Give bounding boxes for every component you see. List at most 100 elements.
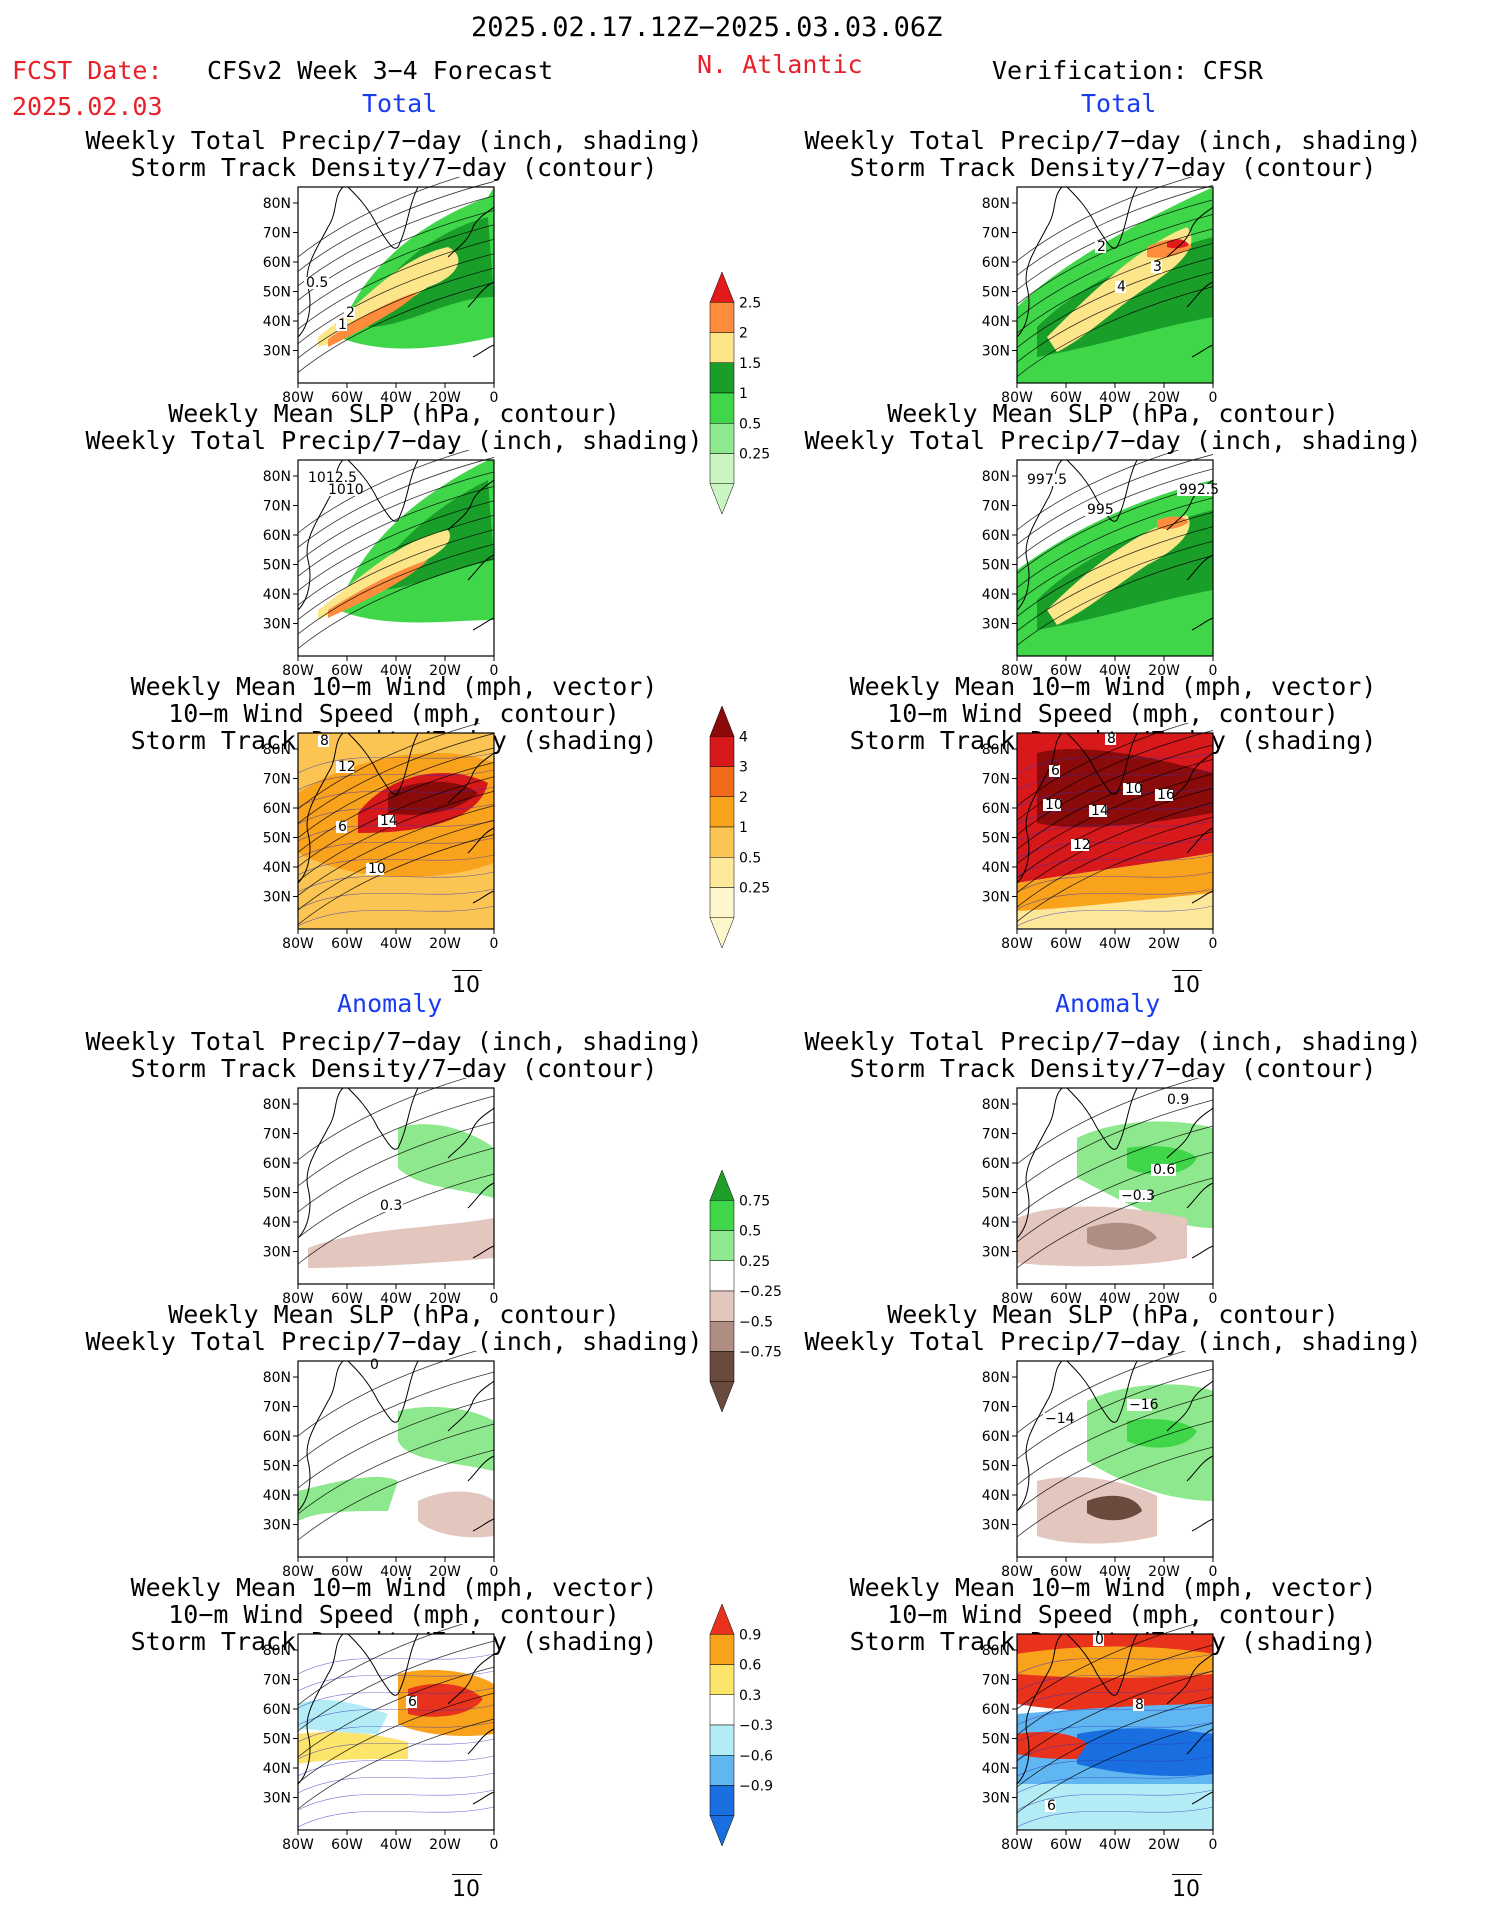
title-ver-anom-slp: Weekly Mean SLP (hPa, contour) Weekly To… (804, 1300, 1422, 1356)
lat-tick-label: 50N (263, 285, 291, 301)
coastline (1186, 281, 1214, 308)
colorbar-swatch (709, 1230, 735, 1261)
map-field: 0 8 6 (1016, 1618, 1214, 1831)
contour-label: 4 (1117, 279, 1126, 295)
lon-tick-label: 80W (282, 1564, 314, 1580)
lat-tick-label: 30N (982, 890, 1010, 906)
shading-region (1087, 1495, 1142, 1521)
lat-tick-label: 70N (263, 772, 291, 788)
lat-tick-label: 70N (263, 1673, 291, 1689)
title-ver-total-wind: Weekly Mean 10−m Wind (mph, vector) 10−m… (849, 672, 1377, 755)
lat-tick-label: 80N (982, 196, 1010, 212)
lon-tick-label: 40W (1099, 1564, 1131, 1580)
shading-region (1047, 515, 1190, 625)
contour-label: 6 (408, 1694, 417, 1710)
contour-label: 10 (1125, 781, 1143, 797)
lon-tick-label: 0 (1209, 663, 1218, 679)
coastline (472, 1791, 495, 1805)
shading-region (388, 781, 478, 815)
shading-region (398, 1124, 494, 1198)
contour-label: 0.9 (1167, 1092, 1189, 1108)
lat-tick-label: 70N (263, 499, 291, 515)
coastline (1066, 1087, 1138, 1150)
lat-tick-label: 50N (263, 1459, 291, 1475)
lat-tick-label: 80N (263, 1097, 291, 1113)
lat-tick-label: 50N (982, 1732, 1010, 1748)
lon-tick-label: 80W (282, 663, 314, 679)
coastline (297, 732, 344, 884)
lat-tick-label: 60N (982, 801, 1010, 817)
map-panel-ver-anom-precip: 80N 70N 60N 50N 40N 30N 80W 60W 40W 20W 0 0.9 0.6 −0.… (957, 1073, 1227, 1313)
map-panel-fcst-anom-slp: 80N 70N 60N 50N 40N 30N 80W 60W 40W 20W 0 0 (238, 1345, 508, 1586)
lat-tick-label: 70N (982, 1673, 1010, 1689)
vector-ref-fcst-anom: 10 (452, 1874, 482, 1902)
lat-tick-label: 50N (982, 558, 1010, 574)
map-field: 0.3 (297, 1069, 495, 1285)
coastline (1016, 1633, 1063, 1785)
lat-tick-label: 80N (263, 469, 291, 485)
lat-tick-label: 60N (982, 528, 1010, 544)
map-panel-ver-total-precip: 80N 70N 60N 50N 40N 30N 80W 60W 40W 20W 0 2 3 4 (957, 170, 1227, 412)
contour-label: 16 (1157, 787, 1175, 803)
contour-label: −0.3 (1121, 1188, 1155, 1204)
lat-tick-label: 80N (982, 1643, 1010, 1659)
contour-label: 10 (368, 861, 386, 877)
coastline (347, 1087, 419, 1150)
lat-tick-label: 40N (982, 1488, 1010, 1504)
colorbar-label: 4 (739, 729, 748, 745)
lat-tick-label: 50N (263, 558, 291, 574)
lat-tick-label: 50N (263, 831, 291, 847)
coastline (297, 1633, 344, 1785)
lat-tick-label: 80N (263, 1370, 291, 1386)
shading-region (298, 1476, 398, 1521)
coastline (467, 281, 495, 308)
colorbar-label: 0.5 (739, 416, 761, 432)
coastline (347, 186, 419, 249)
lat-tick-label: 40N (263, 314, 291, 330)
colorbar-precip-anom: 0.75 0.5 0.25 −0.25 −0.5 −0.75 (709, 1169, 782, 1413)
lat-tick-label: 50N (263, 1186, 291, 1202)
coastline (1166, 1380, 1214, 1432)
lat-tick-label: 30N (263, 1791, 291, 1807)
lon-tick-label: 20W (429, 1291, 461, 1307)
contour-label: 0.5 (306, 275, 328, 291)
lat-tick-label: 50N (982, 285, 1010, 301)
lon-tick-label: 60W (1050, 1291, 1082, 1307)
lon-tick-label: 20W (429, 936, 461, 952)
lon-tick-label: 0 (1209, 1837, 1218, 1853)
lat-tick-label: 60N (263, 1156, 291, 1172)
lon-tick-label: 60W (331, 1837, 363, 1853)
lon-tick-label: 80W (1001, 1837, 1033, 1853)
colorbar-label: 0.5 (739, 1224, 761, 1240)
lat-tick-label: 60N (263, 528, 291, 544)
map-field: 2 3 4 (1016, 170, 1214, 384)
lon-tick-label: 20W (429, 1837, 461, 1853)
lon-tick-label: 80W (282, 1291, 314, 1307)
colorbar-label: 0.25 (739, 881, 770, 897)
coastline (1066, 186, 1138, 249)
coastline (467, 1728, 495, 1755)
colorbar-label: −0.9 (739, 1779, 773, 1795)
shading-region (298, 1699, 388, 1734)
vector-ref-fcst-total: 10 (452, 970, 482, 998)
lon-tick-label: 0 (1209, 390, 1218, 406)
lon-tick-label: 60W (1050, 936, 1082, 952)
coastline (1016, 732, 1063, 884)
lat-tick-label: 70N (982, 1400, 1010, 1416)
lat-tick-label: 70N (982, 499, 1010, 515)
lon-tick-label: 40W (380, 1564, 412, 1580)
lon-tick-label: 40W (380, 936, 412, 952)
lat-tick-label: 60N (263, 255, 291, 271)
lat-tick-label: 30N (263, 1518, 291, 1534)
colorbar-label: 2 (739, 326, 748, 342)
contour-label: 10 (1045, 797, 1063, 813)
coastline (472, 344, 495, 358)
lon-tick-label: 0 (1209, 1564, 1218, 1580)
model-title: CFSv2 Week 3−4 Forecast (207, 56, 554, 85)
map-panel-ver-anom-wind: 80N 70N 60N 50N 40N 30N 80W 60W 40W 20W 0 0 8 6 (957, 1618, 1227, 1859)
colorbar-label: 0.6 (739, 1658, 761, 1674)
colorbar-label: 0.25 (739, 1254, 770, 1270)
lon-tick-label: 40W (380, 1837, 412, 1853)
lat-tick-label: 40N (263, 587, 291, 603)
